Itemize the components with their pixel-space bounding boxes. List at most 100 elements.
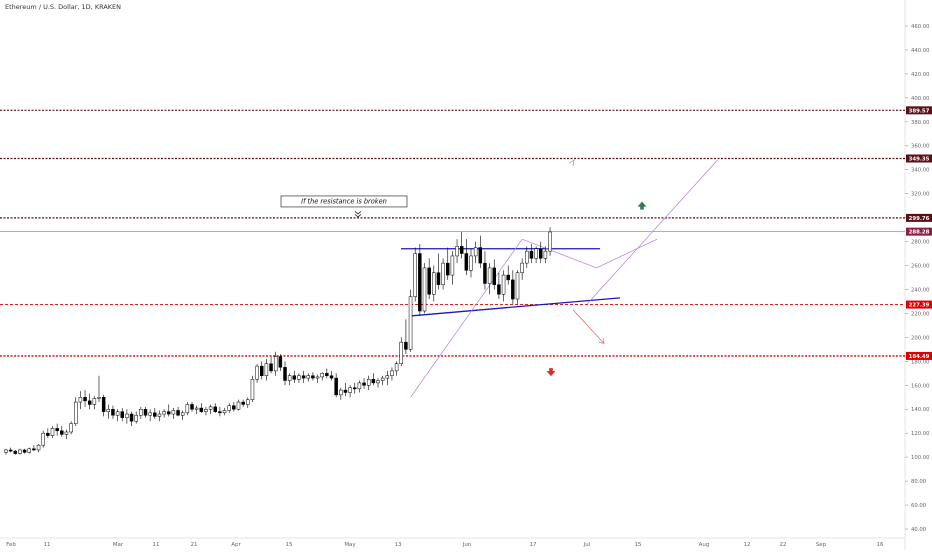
candle-body bbox=[511, 279, 515, 300]
candle-body bbox=[441, 262, 445, 285]
y-tick-label: 200.00 bbox=[911, 335, 930, 341]
candle-body bbox=[311, 375, 315, 379]
candle bbox=[320, 372, 324, 381]
y-tick-label: 100.00 bbox=[911, 455, 930, 461]
candle bbox=[69, 421, 73, 435]
candle bbox=[208, 404, 213, 415]
x-tick-label: May bbox=[344, 542, 356, 548]
candle-body bbox=[8, 449, 13, 452]
candle bbox=[455, 239, 459, 264]
candle bbox=[153, 408, 157, 419]
candle-body bbox=[459, 246, 464, 254]
y-tick-label: 320.00 bbox=[911, 192, 930, 198]
candle-body bbox=[4, 449, 8, 453]
candle bbox=[413, 247, 417, 302]
candle-body bbox=[404, 341, 408, 350]
candle-body bbox=[232, 405, 236, 410]
candle-body bbox=[422, 267, 427, 312]
candle-body bbox=[446, 262, 450, 276]
candle-body bbox=[427, 267, 431, 295]
candle bbox=[515, 270, 520, 304]
candle bbox=[87, 393, 92, 410]
candle bbox=[483, 251, 487, 290]
candle-body bbox=[362, 382, 366, 386]
y-tick-label: 240.00 bbox=[911, 287, 930, 293]
y-tick-label: 380.00 bbox=[911, 120, 930, 126]
candle bbox=[534, 246, 538, 264]
candle bbox=[264, 358, 269, 381]
chart-title: Ethereum / U.S. Dollar, 1D, KRAKEN bbox=[5, 3, 122, 11]
level-label-bg-389.57 bbox=[906, 106, 932, 115]
candle-body bbox=[92, 398, 97, 405]
candle bbox=[446, 247, 450, 280]
candle-body bbox=[134, 414, 138, 422]
candle bbox=[111, 405, 115, 419]
candle bbox=[176, 406, 180, 417]
candle-body bbox=[413, 253, 417, 297]
candle-body bbox=[32, 448, 36, 451]
candle-body bbox=[273, 356, 278, 372]
candle bbox=[50, 426, 55, 438]
candle bbox=[8, 447, 13, 453]
candle bbox=[255, 363, 259, 383]
candle bbox=[36, 443, 41, 453]
candle bbox=[529, 243, 534, 264]
candle-body bbox=[348, 387, 352, 393]
candle bbox=[148, 409, 152, 422]
candle bbox=[408, 289, 413, 352]
arrow-down-icon bbox=[546, 368, 556, 377]
candle-body bbox=[278, 356, 283, 368]
candle bbox=[464, 239, 469, 276]
candle-body bbox=[548, 231, 552, 252]
candle-body bbox=[41, 432, 45, 446]
candle-body bbox=[287, 375, 292, 381]
candle bbox=[311, 372, 315, 381]
candle bbox=[13, 449, 18, 455]
x-tick-label: 15 bbox=[286, 542, 293, 548]
candle-body bbox=[194, 407, 199, 410]
candle-body bbox=[418, 253, 422, 312]
candle-body bbox=[106, 408, 111, 412]
candle bbox=[329, 370, 334, 381]
level-label-bg-227.39 bbox=[906, 300, 932, 309]
candle-body bbox=[153, 412, 157, 417]
candle-body bbox=[227, 405, 231, 411]
candle bbox=[278, 354, 283, 371]
candle bbox=[227, 403, 231, 413]
candle bbox=[487, 263, 492, 295]
level-label-299.76: 299.76 bbox=[909, 216, 930, 222]
candle-body bbox=[473, 247, 478, 257]
candle-body bbox=[176, 410, 180, 416]
y-tick-label: 360.00 bbox=[911, 144, 930, 150]
y-tick-label: 60.00 bbox=[911, 503, 927, 509]
candle-body bbox=[162, 411, 166, 415]
level-label-bg-299.76 bbox=[906, 213, 932, 222]
level-label-288.28: 288.28 bbox=[909, 230, 930, 236]
x-tick-label: 21 bbox=[191, 542, 198, 548]
candle bbox=[27, 447, 31, 454]
candle-body bbox=[208, 406, 213, 410]
candle-body bbox=[180, 412, 185, 416]
candle bbox=[273, 351, 278, 376]
candle-body bbox=[408, 296, 413, 350]
candle bbox=[134, 411, 138, 424]
x-tick-label: 11 bbox=[153, 542, 160, 548]
candle-body bbox=[120, 411, 124, 418]
y-tick-label: 400.00 bbox=[911, 96, 930, 102]
candle-body bbox=[264, 363, 269, 376]
candle-body bbox=[222, 410, 227, 414]
candle bbox=[306, 373, 310, 382]
projection-up-2 bbox=[586, 159, 718, 305]
candle bbox=[74, 397, 78, 427]
candle bbox=[357, 380, 362, 393]
candle bbox=[362, 378, 366, 389]
candle bbox=[441, 258, 445, 290]
candle bbox=[525, 246, 529, 268]
candle bbox=[297, 373, 301, 383]
channel-bottom bbox=[411, 297, 621, 317]
triangle-edge-b bbox=[596, 238, 658, 269]
candle bbox=[450, 251, 455, 285]
candle-body bbox=[515, 272, 520, 300]
